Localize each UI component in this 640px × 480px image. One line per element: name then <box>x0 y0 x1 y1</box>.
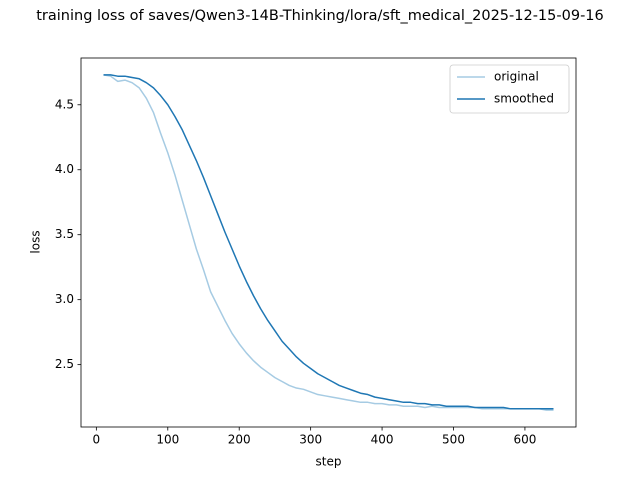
x-tick-label: 100 <box>156 433 179 447</box>
y-tick-label: 3.0 <box>55 292 74 306</box>
x-tick-label: 300 <box>299 433 322 447</box>
legend-label: smoothed <box>494 92 554 106</box>
x-tick-label: 200 <box>228 433 251 447</box>
x-tick-label: 0 <box>93 433 101 447</box>
x-tick-label: 400 <box>371 433 394 447</box>
y-tick-label: 4.5 <box>55 97 74 111</box>
chart-title: training loss of saves/Qwen3-14B-Thinkin… <box>36 8 604 24</box>
series-line <box>103 74 554 410</box>
legend-label: original <box>494 70 539 84</box>
x-axis-label: step <box>316 455 342 469</box>
y-axis-label: loss <box>29 230 43 253</box>
x-tick-label: 600 <box>513 433 536 447</box>
plot-frame <box>80 57 577 428</box>
y-tick-label: 4.0 <box>55 162 74 176</box>
y-tick-label: 3.5 <box>55 227 74 241</box>
x-tick-label: 500 <box>442 433 465 447</box>
y-tick-label: 2.5 <box>55 357 74 371</box>
